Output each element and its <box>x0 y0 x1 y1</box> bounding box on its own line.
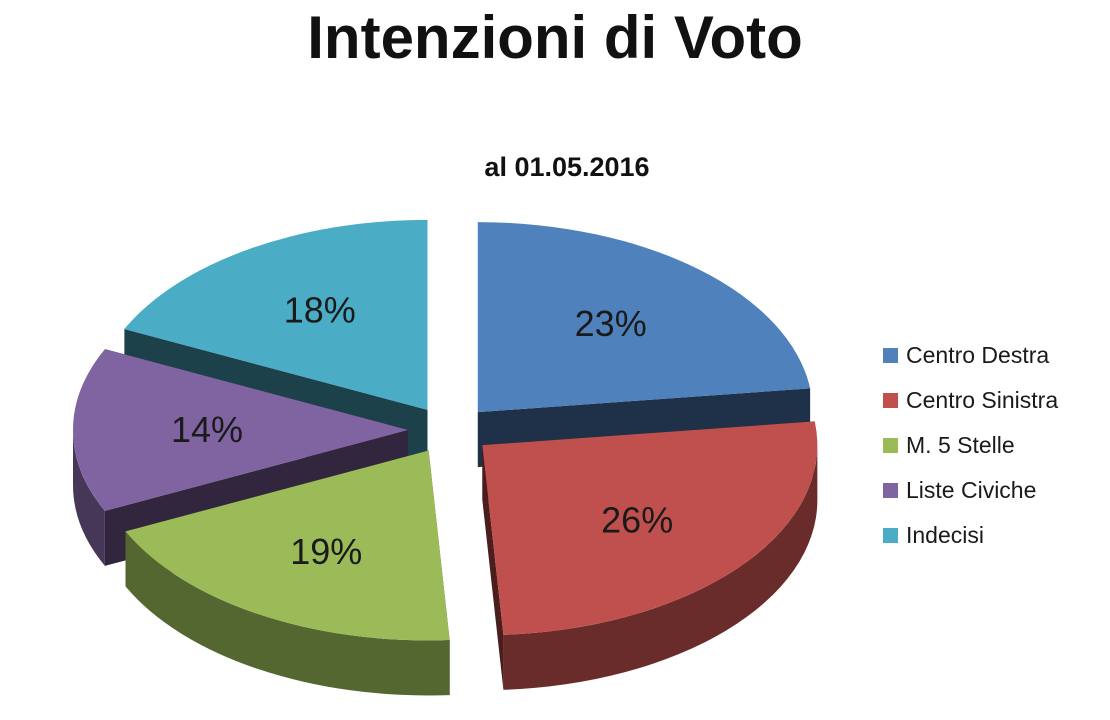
legend: Centro Destra Centro Sinistra M. 5 Stelle L… <box>883 342 1058 548</box>
legend-swatch-liste-civiche <box>883 483 898 498</box>
legend-swatch-centro-destra <box>883 348 898 363</box>
legend-swatch-indecisi <box>883 528 898 543</box>
slice-m-5-stelle <box>125 450 450 641</box>
legend-label-liste-civiche: Liste Civiche <box>906 477 1036 503</box>
legend-label-centro-sinistra: Centro Sinistra <box>906 387 1058 413</box>
slice-liste-civiche <box>72 349 408 511</box>
legend-label-centro-destra: Centro Destra <box>906 342 1049 368</box>
pie-labels: 23% 26% 19% 14% 18% <box>171 289 673 572</box>
slice-centro-sinistra <box>482 421 818 635</box>
legend-swatch-m-5-stelle <box>883 438 898 453</box>
pie-group <box>72 219 818 696</box>
legend-label-m-5-stelle: M. 5 Stelle <box>906 432 1015 458</box>
chart-title: Intenzioni di Voto <box>307 4 803 71</box>
slice-side-liste-civiche <box>73 430 105 566</box>
slice-side-m-5-stelle <box>125 531 450 696</box>
slice-label-m-5-stelle: 19% <box>290 531 362 572</box>
legend-swatch-centro-sinistra <box>883 393 898 408</box>
legend-label-indecisi: Indecisi <box>906 522 984 548</box>
slice-edge-centro-sinistra <box>482 445 504 690</box>
slice-label-liste-civiche: 14% <box>171 409 243 450</box>
slice-centro-destra <box>477 222 811 413</box>
slice-label-indecisi: 18% <box>284 289 356 330</box>
slice-label-centro-destra: 23% <box>575 303 647 344</box>
slice-label-centro-sinistra: 26% <box>601 499 673 540</box>
slice-indecisi <box>124 219 428 410</box>
chart-subtitle: al 01.05.2016 <box>484 152 649 182</box>
slice-side-centro-sinistra <box>503 445 818 690</box>
